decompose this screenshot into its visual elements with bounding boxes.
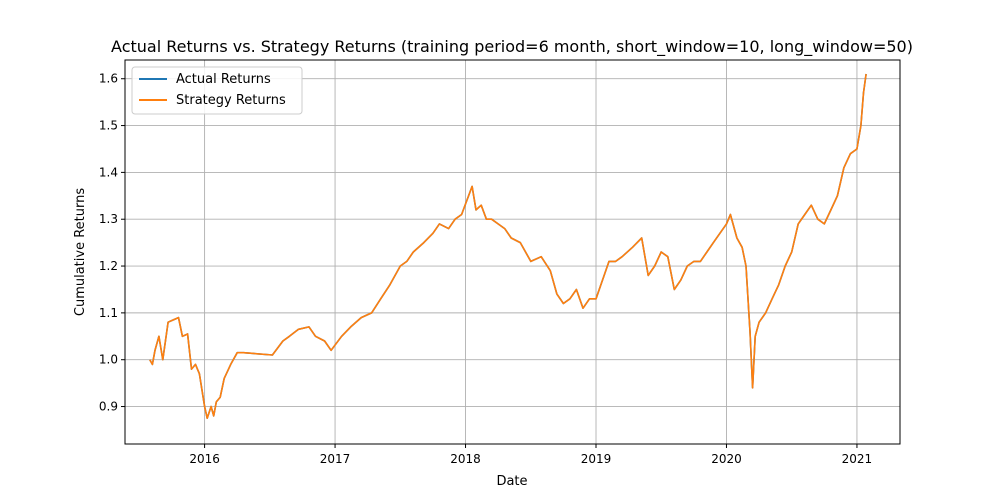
legend-box (131, 66, 303, 115)
x-tick-label: 2018 (450, 452, 481, 466)
axis-ticks: 2016 2017 2018 2019 2020 2021 0.9 1.0 1.1 1.2 1.3 1… (99, 72, 872, 466)
y-tick-label: 1.3 (99, 212, 118, 226)
y-tick-label: 0.9 (99, 400, 118, 414)
series-lines (149, 73, 867, 420)
legend: Actual Returns Strategy Returns (131, 66, 303, 115)
grid (125, 60, 900, 444)
y-tick-label: 1.6 (99, 72, 118, 86)
x-tick-label: 2019 (581, 452, 612, 466)
y-tick-label: 1.4 (99, 165, 118, 179)
y-tick-label: 1.2 (99, 259, 118, 273)
x-tick-label: 2021 (842, 452, 873, 466)
legend-label: Actual Returns (176, 72, 271, 87)
y-tick-label: 1.1 (99, 306, 118, 320)
x-tick-label: 2017 (320, 452, 351, 466)
y-tick-label: 1.5 (99, 119, 118, 133)
x-tick-label: 2016 (189, 452, 220, 466)
series-line-1 (149, 73, 867, 420)
y-axis-label: Cumulative Returns (73, 188, 88, 316)
chart-title: Actual Returns vs. Strategy Returns (tra… (111, 37, 913, 57)
legend-label: Strategy Returns (176, 93, 286, 108)
x-axis-label: Date (496, 474, 527, 489)
x-tick-label: 2020 (711, 452, 742, 466)
y-tick-label: 1.0 (99, 353, 118, 367)
plot-frame (124, 59, 901, 445)
